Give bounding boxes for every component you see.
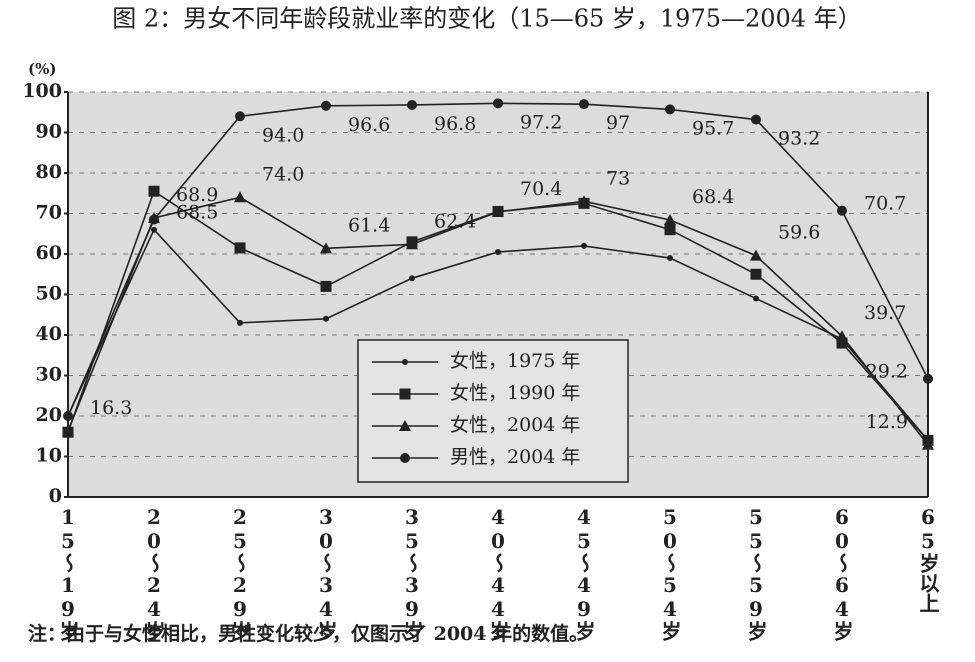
point <box>235 111 245 122</box>
data-label: 62.4 <box>434 210 476 232</box>
legend-marker <box>400 453 410 463</box>
point <box>323 315 329 322</box>
x-tick-label: 20～24岁 <box>142 505 166 641</box>
point <box>237 319 243 326</box>
point <box>63 411 73 421</box>
point <box>751 114 761 125</box>
data-label: 61.4 <box>348 214 390 236</box>
point <box>667 255 673 262</box>
point <box>406 238 418 250</box>
data-label: 97 <box>606 112 630 134</box>
point <box>664 224 676 236</box>
y-axis-label: (%) <box>28 60 56 78</box>
point <box>320 280 332 292</box>
y-tick-label: 10 <box>36 445 62 467</box>
x-tick-label: 60～64岁 <box>830 505 854 641</box>
chart-title: 图 2：男女不同年龄段就业率的变化（15—65 岁，1975—2004 年） <box>112 5 861 33</box>
y-tick-label: 50 <box>36 283 62 305</box>
legend-label: 女性，1990 年 <box>450 382 580 404</box>
point <box>407 99 417 110</box>
data-label: 96.6 <box>348 114 390 136</box>
data-label: 59.6 <box>778 222 820 244</box>
data-label: 70.4 <box>520 178 562 200</box>
data-label: 97.2 <box>520 111 562 133</box>
data-label: 70.7 <box>864 193 906 215</box>
point <box>495 248 501 255</box>
point <box>753 295 759 302</box>
data-label: 68.4 <box>692 186 734 208</box>
point <box>579 99 589 110</box>
point <box>578 195 590 207</box>
y-tick-label: 0 <box>49 485 62 507</box>
data-label: 94.0 <box>262 124 304 146</box>
y-tick-label: 40 <box>36 323 62 345</box>
x-tick-label: 25～29岁 <box>228 505 252 641</box>
data-label: 73 <box>606 167 630 189</box>
data-label: 96.8 <box>434 113 476 135</box>
point <box>836 330 848 342</box>
y-tick-label: 20 <box>36 404 62 426</box>
point <box>234 191 246 203</box>
point <box>664 213 676 225</box>
point <box>62 424 74 436</box>
data-label: 29.2 <box>866 361 908 383</box>
y-tick-label: 70 <box>36 202 62 224</box>
legend-label: 女性，1975 年 <box>450 350 580 372</box>
data-label: 68.5 <box>176 202 218 224</box>
x-tick-label: 40～44岁 <box>486 505 510 641</box>
data-label: 39.7 <box>864 302 906 324</box>
x-tick-label: 65岁以上 <box>916 505 940 613</box>
point <box>665 104 675 115</box>
y-tick-label: 30 <box>36 364 62 386</box>
point <box>493 98 503 109</box>
x-tick-label: 35～39岁 <box>400 505 424 641</box>
y-tick-label: 90 <box>36 121 62 143</box>
point <box>836 337 848 349</box>
data-label: 95.7 <box>692 117 734 139</box>
y-tick-label: 80 <box>36 161 62 183</box>
y-tick-label: 100 <box>22 80 62 102</box>
x-tick-label: 45～49岁 <box>572 505 596 641</box>
point <box>148 185 160 197</box>
point <box>922 438 934 450</box>
data-label: 93.2 <box>778 128 820 150</box>
y-tick-label: 60 <box>36 242 62 264</box>
data-label: 16.3 <box>90 397 132 419</box>
legend-label: 男性，2004 年 <box>450 446 580 468</box>
data-label: 68.9 <box>176 184 218 206</box>
data-label: 12.9 <box>866 411 908 433</box>
point <box>234 242 246 254</box>
point <box>149 214 159 225</box>
point <box>320 242 332 254</box>
point <box>581 242 587 249</box>
footnote: 注：由于与女性相比，男性变化较少，仅图示了 2004 年的数值。 <box>28 622 588 645</box>
point <box>837 205 847 216</box>
point <box>321 100 331 111</box>
x-tick-label: 30～34岁 <box>314 505 338 641</box>
x-tick-label: 15～19岁 <box>56 505 80 641</box>
legend-marker <box>399 420 411 431</box>
point <box>492 205 504 217</box>
x-tick-label: 55～59岁 <box>744 505 768 641</box>
data-label: 74.0 <box>262 163 304 185</box>
point <box>923 373 933 384</box>
point <box>750 249 762 261</box>
legend-label: 女性，2004 年 <box>450 414 580 436</box>
legend-marker <box>399 388 411 400</box>
point <box>151 226 157 233</box>
legend-marker <box>402 359 408 365</box>
point <box>409 275 415 282</box>
x-tick-label: 50～54岁 <box>658 505 682 641</box>
point <box>750 268 762 280</box>
